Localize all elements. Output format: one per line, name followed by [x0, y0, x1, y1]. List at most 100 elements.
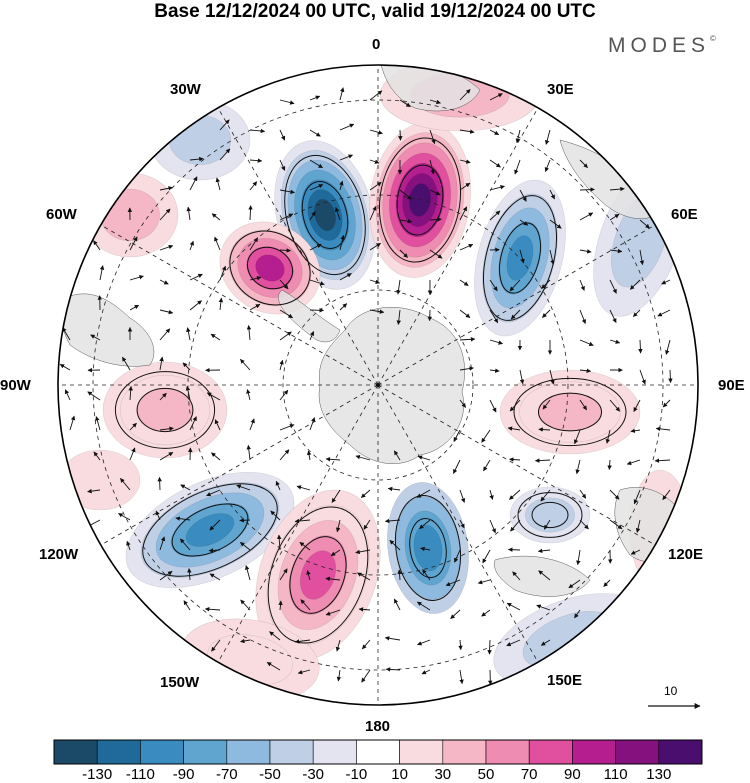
wind-arrow [399, 249, 408, 258]
wind-arrow [249, 128, 266, 134]
colorbar-tick: 10 [391, 766, 408, 783]
wind-arrow [459, 399, 467, 408]
colorbar-swatch [312, 739, 357, 765]
wind-arrow [609, 279, 617, 294]
wind-arrow [483, 459, 491, 472]
wind-arrow [300, 599, 311, 611]
wind-arrow [489, 368, 500, 373]
anomaly-cell [102, 361, 228, 459]
wind-arrow [509, 399, 521, 412]
wind-arrow [355, 454, 371, 461]
wind-arrow [549, 219, 562, 229]
wind-arrow [159, 208, 171, 221]
wind-arrow [369, 309, 385, 314]
wind-arrow [576, 549, 581, 566]
wind-arrow [279, 359, 284, 371]
wind-arrow [509, 489, 521, 500]
wind-arrow [279, 99, 295, 105]
wind-arrow [62, 327, 71, 341]
colorbar-swatch [269, 739, 314, 765]
anomaly-cell [369, 122, 471, 278]
wind-arrow [609, 489, 620, 500]
wind-arrow [459, 129, 475, 134]
wind-arrow [489, 339, 504, 345]
streamline-loop [378, 137, 462, 263]
wind-arrow [180, 484, 191, 491]
wind-arrow [339, 234, 345, 251]
wind-arrow [159, 328, 171, 341]
wind-arrow [609, 186, 625, 192]
wind-arrow [269, 631, 281, 641]
wind-arrow [175, 516, 191, 521]
wind-arrow [445, 579, 461, 587]
wind-arrow [416, 489, 431, 498]
wind-arrow [579, 309, 586, 325]
wind-arrow [279, 189, 295, 195]
wind-arrow [122, 356, 131, 371]
wind-arrow [635, 519, 641, 533]
wind-arrow [159, 452, 174, 461]
wind-arrow [325, 456, 341, 462]
wind-arrow [510, 519, 521, 532]
wind-arrow [393, 598, 401, 611]
wind-arrow [420, 546, 431, 552]
meridian-line [377, 107, 539, 386]
wind-arrow [389, 539, 401, 551]
wind-arrow [159, 536, 166, 551]
wind-arrow [87, 488, 101, 494]
streamline-loop [517, 492, 583, 538]
wind-arrow [219, 119, 230, 131]
wind-arrow [429, 129, 436, 145]
wind-arrow [294, 639, 311, 644]
lon-label-120w: 120W [39, 546, 79, 563]
wind-arrow [459, 159, 471, 164]
wind-arrow [633, 489, 641, 505]
wind-arrow [206, 392, 221, 401]
colorbar-swatch [615, 739, 660, 765]
latitude-circle [92, 99, 664, 671]
wind-arrow [459, 89, 471, 101]
wind-arrow [638, 339, 643, 354]
wind-arrow [129, 275, 144, 281]
wind-arrow [249, 276, 262, 281]
wind-arrow [334, 207, 341, 221]
wind-arrow [515, 129, 521, 144]
wind-arrow [609, 339, 621, 344]
wind-arrow [507, 547, 521, 552]
wind-arrow [506, 639, 521, 647]
map-title: Base 12/12/2024 00 UTC, valid 19/12/2024… [154, 1, 596, 22]
wind-arrow [654, 458, 671, 463]
wind-arrow [129, 422, 137, 431]
lon-label-90e: 90E [718, 377, 745, 394]
wind-arrow [159, 244, 174, 251]
streamline-loop [267, 506, 369, 644]
wind-arrow [189, 176, 198, 191]
wind-arrow [306, 450, 312, 461]
wind-arrow [159, 186, 173, 191]
wind-arrow [579, 279, 585, 291]
wind-arrow [609, 213, 620, 221]
wind-arrow [93, 240, 101, 251]
wind-arrow [357, 572, 371, 581]
wind-arrow [120, 478, 131, 491]
wind-arrow [489, 279, 498, 292]
wind-arrow [489, 399, 497, 413]
wind-arrow [512, 571, 521, 581]
wind-arrow [309, 211, 316, 221]
colorbar-tick: 70 [520, 766, 538, 783]
wind-arrow [609, 399, 621, 412]
land-mass [494, 555, 591, 597]
meridian-line [377, 384, 656, 546]
colorbar-tick: 110 [603, 766, 628, 783]
south-pole-marker [376, 383, 380, 387]
wind-arrow [459, 243, 474, 251]
wind-arrow [279, 568, 288, 581]
anomaly-cell [509, 486, 591, 544]
wind-arrow [459, 182, 471, 191]
wind-arrow [179, 538, 191, 551]
wind-arrow [579, 368, 592, 373]
wind-arrow [189, 300, 202, 311]
wind-arrow [369, 205, 377, 221]
wind-arrow [189, 273, 203, 281]
wind-arrow [248, 205, 253, 221]
